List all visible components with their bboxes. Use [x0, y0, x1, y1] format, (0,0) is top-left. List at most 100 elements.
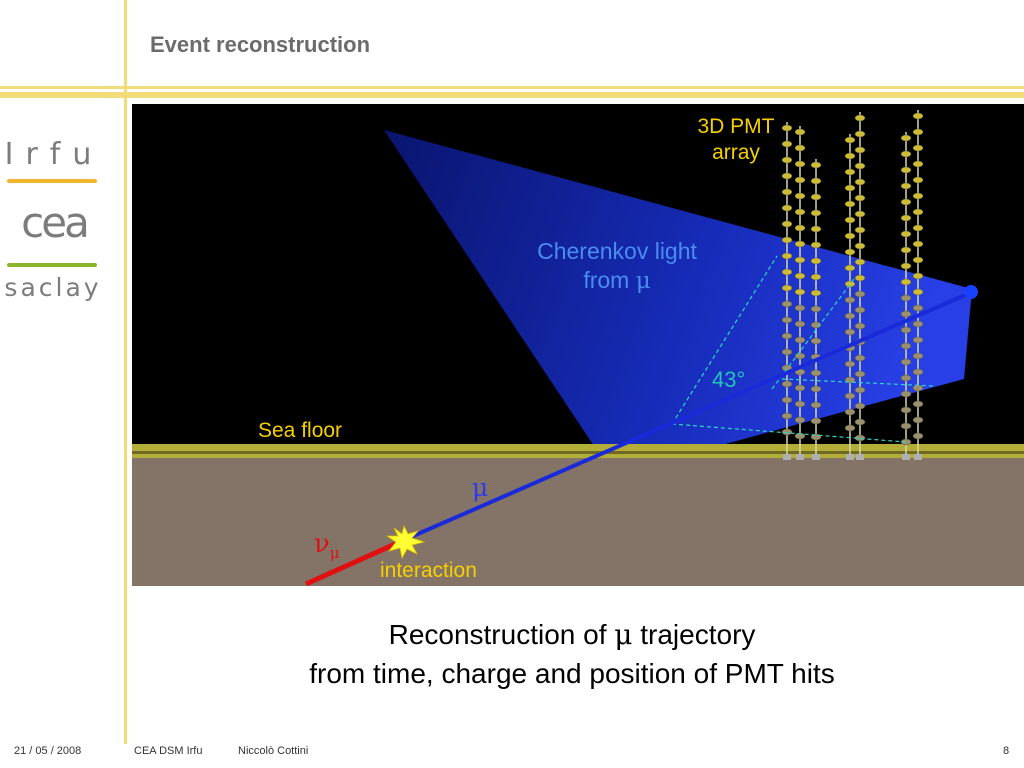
saclay-logo-bar [7, 263, 97, 267]
cherenkov-mu-symbol: μ [635, 267, 651, 294]
pmt-module [854, 178, 866, 186]
pmt-module [900, 358, 912, 366]
neutrino-track [304, 537, 406, 587]
pmt-module [810, 417, 822, 425]
photon-path-2 [771, 278, 855, 390]
pmt-module [794, 240, 806, 248]
pmt-module [844, 408, 856, 416]
pmt-module [912, 160, 924, 168]
pmt-module [900, 294, 912, 302]
pmt-module [900, 182, 912, 190]
pmt-module [912, 176, 924, 184]
pmt-module [900, 198, 912, 206]
pmt-module [781, 380, 793, 388]
pmt-module [900, 134, 912, 142]
pmt-module [781, 396, 793, 404]
pmt-module [781, 348, 793, 356]
neutrino-subscript: μ [329, 544, 340, 563]
pmt-module [844, 248, 856, 256]
saclay-logo: saclay [4, 273, 102, 302]
pmt-module [844, 280, 856, 288]
pmt-module [912, 240, 924, 248]
pmt-module [900, 422, 912, 430]
pmt-module [794, 400, 806, 408]
pmt-module [794, 160, 806, 168]
pmt-module [810, 241, 822, 249]
pmt-module [810, 209, 822, 217]
pmt-module [912, 304, 924, 312]
pmt-module [912, 416, 924, 424]
pmt-module [844, 184, 856, 192]
pmt-module [781, 188, 793, 196]
pmt-module [854, 194, 866, 202]
pmt-string-anchor [856, 454, 864, 460]
pmt-module [794, 176, 806, 184]
pmt-module [854, 146, 866, 154]
pmt-module [810, 257, 822, 265]
pmt-module [854, 306, 866, 314]
pmt-module [900, 342, 912, 350]
pmt-module [854, 210, 866, 218]
pmt-module [794, 320, 806, 328]
footer-page-number: 8 [1003, 745, 1010, 757]
pmt-module [781, 140, 793, 148]
vertical-divider [124, 0, 127, 744]
interaction-label: interaction [380, 559, 477, 582]
pmt-module [912, 144, 924, 152]
footer-author: Niccolò Cottini [238, 745, 309, 757]
pmt-module [900, 166, 912, 174]
pmt-module [900, 278, 912, 286]
pmt-module [844, 136, 856, 144]
pmt-module [781, 428, 793, 436]
pmt-module [810, 177, 822, 185]
pmt-module [844, 360, 856, 368]
pmt-module [844, 216, 856, 224]
pmt-module [844, 424, 856, 432]
pmt-module [900, 406, 912, 414]
pmt-module [810, 161, 822, 169]
pmt-module [900, 326, 912, 334]
pmt-module [844, 232, 856, 240]
pmt-module [810, 289, 822, 297]
header-divider-top [0, 86, 1024, 89]
pmt-module [794, 432, 806, 440]
pmt-module [794, 192, 806, 200]
pmt-module [844, 296, 856, 304]
pmt-module [854, 114, 866, 122]
pmt-module [810, 369, 822, 377]
neutrino-label: νμ [314, 528, 340, 563]
pmt-module [794, 144, 806, 152]
pmt-module [912, 336, 924, 344]
pmt-module [794, 304, 806, 312]
cea-logo: cea [21, 198, 90, 247]
pmt-module [912, 384, 924, 392]
pmt-module [900, 310, 912, 318]
pmt-module [810, 193, 822, 201]
pmt-module [844, 200, 856, 208]
pmt-module [912, 112, 924, 120]
pmt-module [912, 352, 924, 360]
pmt-module [781, 268, 793, 276]
pmt-module [900, 374, 912, 382]
neutrino-symbol: ν [314, 529, 330, 559]
pmt-module [854, 370, 866, 378]
pmt-string-anchor [796, 454, 804, 460]
pmt-module [912, 128, 924, 136]
pmt-module [781, 204, 793, 212]
pmt-module [912, 320, 924, 328]
pmt-module [912, 288, 924, 296]
pmt-module [854, 274, 866, 282]
pmt-module [854, 354, 866, 362]
pmt-string-anchor [846, 454, 854, 460]
pmt-module [781, 236, 793, 244]
event-diagram: 3D PMT array Cherenkov light from μ 43° … [132, 104, 1024, 587]
pmt-module [781, 332, 793, 340]
pmt-module [854, 130, 866, 138]
pmt-module [854, 386, 866, 394]
pmt-module [854, 242, 866, 250]
pmt-string-anchor [812, 454, 820, 460]
pmt-module [900, 150, 912, 158]
pmt-module [794, 288, 806, 296]
footer-date: 21 / 05 / 2008 [14, 745, 82, 757]
pmt-module [844, 328, 856, 336]
